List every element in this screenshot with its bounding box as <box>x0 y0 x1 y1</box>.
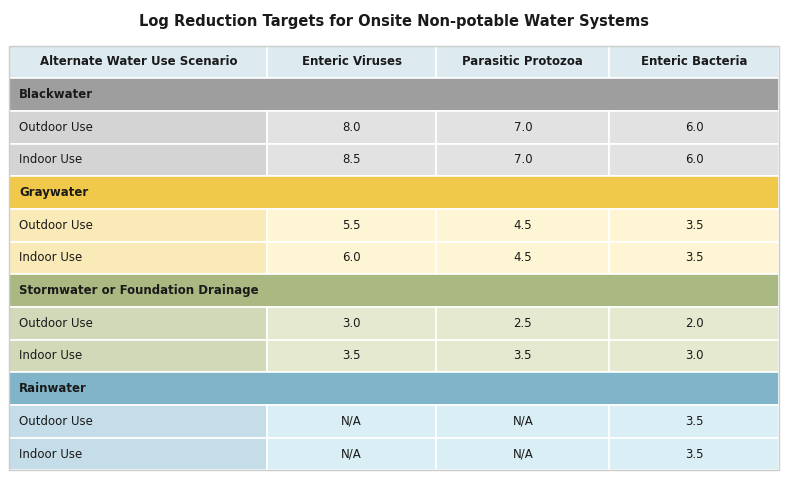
Text: 5.5: 5.5 <box>343 219 361 232</box>
Bar <box>9 78 779 111</box>
Text: 3.5: 3.5 <box>343 350 361 363</box>
Text: Enteric Viruses: Enteric Viruses <box>302 56 402 68</box>
Text: 7.0: 7.0 <box>514 153 532 166</box>
Bar <box>267 46 437 78</box>
Bar <box>9 46 267 78</box>
Bar <box>609 307 779 340</box>
Text: Log Reduction Targets for Onsite Non-potable Water Systems: Log Reduction Targets for Onsite Non-pot… <box>139 14 649 29</box>
Text: 4.5: 4.5 <box>514 219 532 232</box>
Bar <box>267 111 437 144</box>
Text: 6.0: 6.0 <box>685 121 703 134</box>
Bar <box>609 46 779 78</box>
Bar <box>609 405 779 438</box>
Text: Indoor Use: Indoor Use <box>19 251 82 264</box>
Text: Stormwater or Foundation Drainage: Stormwater or Foundation Drainage <box>19 284 258 297</box>
Text: Graywater: Graywater <box>19 186 88 199</box>
Text: 2.5: 2.5 <box>514 317 532 330</box>
Bar <box>437 241 609 274</box>
Text: Parasitic Protozoa: Parasitic Protozoa <box>463 56 583 68</box>
Text: N/A: N/A <box>512 447 533 460</box>
Bar <box>609 111 779 144</box>
Bar <box>9 209 267 241</box>
Bar <box>609 209 779 241</box>
Text: Blackwater: Blackwater <box>19 88 93 101</box>
Text: N/A: N/A <box>512 415 533 428</box>
Text: 3.5: 3.5 <box>685 251 703 264</box>
Text: Alternate Water Use Scenario: Alternate Water Use Scenario <box>39 56 237 68</box>
Text: 3.5: 3.5 <box>685 415 703 428</box>
Bar <box>609 144 779 176</box>
Bar <box>9 307 267 340</box>
Bar <box>609 340 779 372</box>
Text: 8.5: 8.5 <box>343 153 361 166</box>
Bar <box>609 438 779 470</box>
Bar <box>267 144 437 176</box>
Text: Outdoor Use: Outdoor Use <box>19 219 93 232</box>
Text: Enteric Bacteria: Enteric Bacteria <box>641 56 747 68</box>
Bar <box>9 340 267 372</box>
Bar <box>9 46 779 470</box>
Text: 3.0: 3.0 <box>343 317 361 330</box>
Text: Indoor Use: Indoor Use <box>19 447 82 460</box>
Text: Outdoor Use: Outdoor Use <box>19 415 93 428</box>
Bar <box>267 307 437 340</box>
Bar <box>267 241 437 274</box>
Bar <box>609 241 779 274</box>
Text: 4.5: 4.5 <box>514 251 532 264</box>
Bar <box>437 209 609 241</box>
Text: Outdoor Use: Outdoor Use <box>19 317 93 330</box>
Text: 8.0: 8.0 <box>343 121 361 134</box>
Bar <box>9 241 267 274</box>
Bar <box>9 405 267 438</box>
Bar <box>267 340 437 372</box>
Text: 3.5: 3.5 <box>685 447 703 460</box>
Bar <box>437 46 609 78</box>
Text: N/A: N/A <box>341 415 362 428</box>
Bar <box>9 372 779 405</box>
Bar <box>9 144 267 176</box>
Bar <box>437 340 609 372</box>
Bar <box>437 307 609 340</box>
Text: 6.0: 6.0 <box>685 153 703 166</box>
Bar <box>437 111 609 144</box>
Bar <box>9 274 779 307</box>
Bar <box>267 209 437 241</box>
Text: Indoor Use: Indoor Use <box>19 153 82 166</box>
Bar <box>267 438 437 470</box>
Text: N/A: N/A <box>341 447 362 460</box>
Bar <box>437 438 609 470</box>
Bar <box>437 405 609 438</box>
Text: 3.5: 3.5 <box>685 219 703 232</box>
Bar <box>9 438 267 470</box>
Text: 7.0: 7.0 <box>514 121 532 134</box>
Text: 3.5: 3.5 <box>514 350 532 363</box>
Text: Outdoor Use: Outdoor Use <box>19 121 93 134</box>
Text: 2.0: 2.0 <box>685 317 703 330</box>
Bar <box>437 144 609 176</box>
Bar <box>9 176 779 209</box>
Bar <box>267 405 437 438</box>
Text: 3.0: 3.0 <box>685 350 703 363</box>
Text: Rainwater: Rainwater <box>19 382 87 395</box>
Text: Indoor Use: Indoor Use <box>19 350 82 363</box>
Bar <box>9 111 267 144</box>
Text: 6.0: 6.0 <box>343 251 361 264</box>
